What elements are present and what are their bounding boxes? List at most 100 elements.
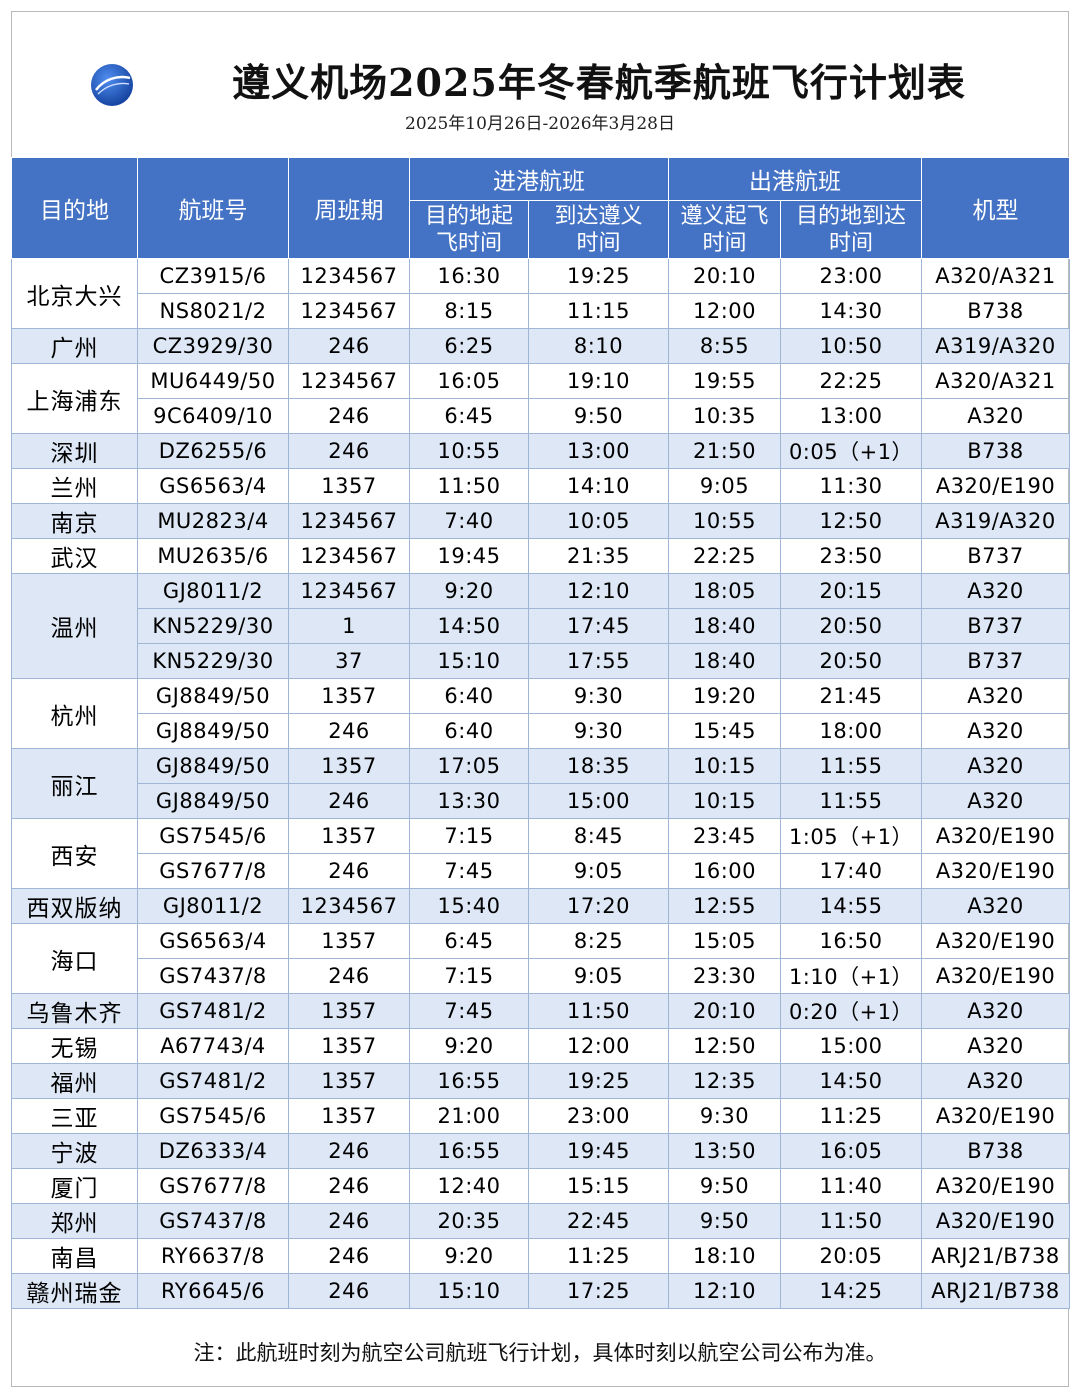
cell-zunyi-arrival: 11:25 [528, 1238, 669, 1274]
table-body: 北京大兴 CZ3915/6 1234567 16:30 19:25 20:10 23:00 A… [11, 258, 1070, 1309]
cell-destination-arrival: 14:50 [780, 1063, 922, 1099]
cell-weekly: 246 [288, 713, 410, 749]
cell-zunyi-arrival: 15:15 [528, 1168, 669, 1204]
cell-aircraft: A320 [921, 713, 1070, 749]
cell-origin-departure: 7:45 [409, 853, 529, 889]
cell-flight-no: MU6449/50 [137, 363, 289, 399]
cell-destination: 郑州 [11, 1203, 138, 1239]
cell-aircraft: A320/E190 [921, 468, 1070, 504]
cell-flight-no: 9C6409/10 [137, 398, 289, 434]
cell-destination-arrival: 13:00 [780, 398, 922, 434]
cell-destination-arrival: 12:50 [780, 503, 922, 539]
cell-destination-arrival: 16:05 [780, 1133, 922, 1169]
cell-destination-arrival: 11:30 [780, 468, 922, 504]
cell-weekly: 1234567 [288, 888, 410, 924]
cell-weekly: 246 [288, 1273, 410, 1309]
cell-flight-no: GJ8011/2 [137, 888, 289, 924]
cell-destination: 西安 [11, 818, 138, 889]
cell-aircraft: A320 [921, 573, 1070, 609]
cell-zunyi-departure: 8:55 [668, 328, 781, 364]
header-text: 遵义起飞时间 [680, 203, 769, 256]
cell-aircraft: A320/A321 [921, 363, 1070, 399]
cell-zunyi-arrival: 19:25 [528, 258, 669, 294]
cell-zunyi-arrival: 23:00 [528, 1098, 669, 1134]
cell-destination-arrival: 17:40 [780, 853, 922, 889]
cell-origin-departure: 6:25 [409, 328, 529, 364]
cell-origin-departure: 7:45 [409, 993, 529, 1029]
cell-weekly: 246 [288, 1203, 410, 1239]
cell-flight-no: GJ8011/2 [137, 573, 289, 609]
table-row: GS7437/8 246 7:15 9:05 23:30 1:10（+1） A320/E19… [12, 958, 1070, 994]
cell-destination: 无锡 [11, 1028, 138, 1064]
cell-zunyi-departure: 12:35 [668, 1063, 781, 1099]
cell-zunyi-arrival: 22:45 [528, 1203, 669, 1239]
cell-destination-arrival: 1:05（+1） [780, 818, 922, 854]
cell-aircraft: ARJ21/B738 [921, 1238, 1070, 1274]
cell-zunyi-departure: 9:05 [668, 468, 781, 504]
table-row: 武汉 MU2635/6 1234567 19:45 21:35 22:25 23:50 B73… [11, 538, 1070, 574]
cell-destination-arrival: 18:00 [780, 713, 922, 749]
cell-origin-departure: 16:05 [409, 363, 529, 399]
cell-weekly: 246 [288, 958, 410, 994]
cell-origin-departure: 7:15 [409, 958, 529, 994]
cell-zunyi-departure: 18:05 [668, 573, 781, 609]
col-header-destination-arrival-time: 目的地到达时间 [780, 200, 922, 259]
cell-aircraft: B737 [921, 538, 1070, 574]
cell-weekly: 1357 [288, 1098, 410, 1134]
cell-weekly: 246 [288, 328, 410, 364]
cell-zunyi-arrival: 18:35 [528, 748, 669, 784]
cell-aircraft: B738 [921, 1133, 1070, 1169]
cell-zunyi-departure: 21:50 [668, 433, 781, 469]
cell-flight-no: CZ3929/30 [137, 328, 289, 364]
table-row: 兰州 GS6563/4 1357 11:50 14:10 9:05 11:30 A320/E1… [11, 468, 1070, 504]
cell-zunyi-departure: 23:30 [668, 958, 781, 994]
cell-origin-departure: 15:10 [409, 643, 529, 679]
cell-zunyi-arrival: 9:05 [528, 853, 669, 889]
cell-zunyi-departure: 19:55 [668, 363, 781, 399]
cell-zunyi-arrival: 10:05 [528, 503, 669, 539]
cell-weekly: 246 [288, 783, 410, 819]
cell-zunyi-departure: 12:55 [668, 888, 781, 924]
cell-destination-arrival: 11:55 [780, 783, 922, 819]
cell-zunyi-departure: 23:45 [668, 818, 781, 854]
cell-aircraft: A320 [921, 1063, 1070, 1099]
cell-aircraft: B738 [921, 433, 1070, 469]
cell-destination-arrival: 22:25 [780, 363, 922, 399]
cell-aircraft: A320/E190 [921, 1203, 1070, 1239]
cell-aircraft: B737 [921, 608, 1070, 644]
cell-zunyi-departure: 19:20 [668, 678, 781, 714]
cell-flight-no: MU2823/4 [137, 503, 289, 539]
table-row: 上海浦东 MU6449/50 1234567 16:05 19:10 19:55 22:25… [11, 363, 1070, 434]
cell-zunyi-arrival: 12:00 [528, 1028, 669, 1064]
cell-zunyi-departure: 15:45 [668, 713, 781, 749]
cell-aircraft: A319/A320 [921, 328, 1070, 364]
cell-zunyi-arrival: 19:45 [528, 1133, 669, 1169]
airport-logo-icon [91, 64, 133, 106]
cell-destination-arrival: 11:55 [780, 748, 922, 784]
cell-weekly: 246 [288, 1238, 410, 1274]
cell-origin-departure: 19:45 [409, 538, 529, 574]
cell-flight-no: RY6637/8 [137, 1238, 289, 1274]
cell-flight-no: DZ6255/6 [137, 433, 289, 469]
cell-aircraft: A320 [921, 888, 1070, 924]
cell-flight-no: GS7545/6 [137, 1098, 289, 1134]
cell-zunyi-departure: 20:10 [668, 258, 781, 294]
cell-zunyi-departure: 10:15 [668, 748, 781, 784]
cell-origin-departure: 16:55 [409, 1063, 529, 1099]
cell-destination-arrival: 21:45 [780, 678, 922, 714]
cell-destination: 厦门 [11, 1168, 138, 1204]
cell-destination: 赣州瑞金 [11, 1273, 138, 1309]
col-header-zunyi-departure-time: 遵义起飞时间 [668, 200, 781, 259]
page-title: 遵义机场2025年冬春航季航班飞行计划表 [232, 60, 966, 105]
cell-weekly: 246 [288, 1168, 410, 1204]
table-row: 无锡 A67743/4 1357 9:20 12:00 12:50 15:00 A320 [11, 1028, 1070, 1064]
cell-zunyi-arrival: 9:50 [528, 398, 669, 434]
col-header-origin-departure-time: 目的地起飞时间 [409, 200, 529, 259]
cell-origin-departure: 7:40 [409, 503, 529, 539]
cell-weekly: 1234567 [288, 573, 410, 609]
cell-flight-no: GS7481/2 [137, 1063, 289, 1099]
cell-origin-departure: 9:20 [409, 1238, 529, 1274]
cell-flight-no: RY6645/6 [137, 1273, 289, 1309]
cell-aircraft: A320/A321 [921, 258, 1070, 294]
cell-zunyi-arrival: 9:30 [528, 678, 669, 714]
